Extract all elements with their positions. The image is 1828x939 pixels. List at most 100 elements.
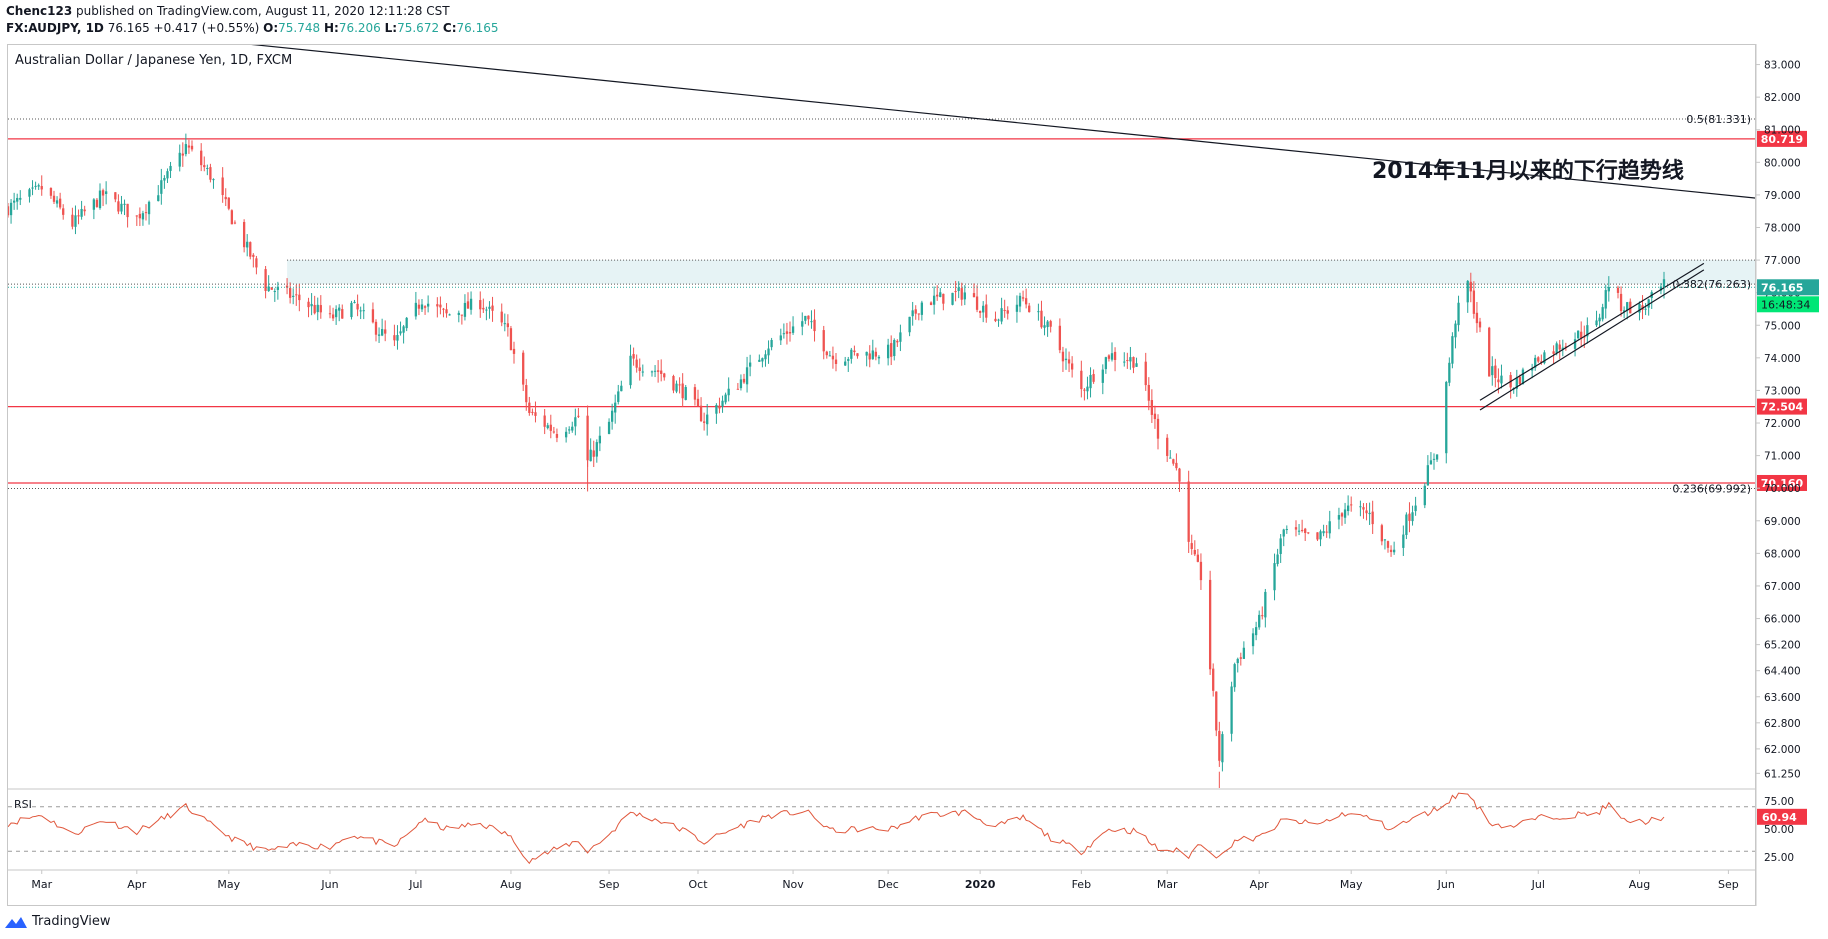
candle-body [822,330,825,352]
candle-body [460,314,464,316]
candle-body [1432,458,1436,460]
x-tick-label: Dec [877,878,898,891]
level-tag-3 [1757,130,1807,147]
candle-body [101,190,105,196]
candle-body [414,302,418,317]
candle-body [936,294,939,297]
candle-body [1457,302,1460,326]
candle-body [1215,691,1218,731]
candle-body [1662,279,1666,288]
brand-name[interactable]: TradingView [32,914,111,929]
candles [8,133,1666,788]
candle-body [917,313,920,315]
candle-body [528,402,531,413]
change-text: +0.417 (+0.55%) [153,21,260,35]
candle-body [445,309,448,314]
candle-body [1061,351,1065,362]
candle-body [1208,579,1212,670]
candle-body [1021,297,1025,299]
candle-body [19,197,22,200]
candle-body [896,340,899,343]
candle-body [350,302,353,318]
candle-body [1166,437,1169,456]
candle-body [399,331,402,334]
candle-body [1564,346,1568,348]
candle-body [810,321,813,323]
candle-body [663,373,666,378]
candle-body [310,303,313,307]
symbol-label: FX:AUDJPY, 1D [6,21,104,35]
candle-body [178,152,181,167]
candle-body [1221,734,1224,763]
x-tick-label: Jun [320,878,338,891]
resistance-zone [287,260,1757,285]
candle-body [114,192,117,200]
candle-body [71,214,74,227]
y-tick-label: 62.000 [1764,744,1801,756]
candle-body [1064,358,1068,361]
candle-body [319,305,322,313]
candle-body [696,398,700,407]
level-tag-text-4: 72.504 [1761,401,1804,414]
candle-body [1236,658,1239,664]
candle-body [1282,529,1285,537]
candle-body [865,351,868,356]
candle-body [512,348,516,354]
candle-body [589,449,592,462]
candle-body [1264,591,1267,618]
x-tick-label: Jul [408,878,422,891]
candle-body [356,303,359,310]
candle-body [1392,549,1396,553]
candle-body [1435,454,1439,460]
candle-body [1028,305,1031,313]
candle-body [242,222,246,248]
candle-body [267,286,270,292]
candle-body [1218,730,1221,761]
candle-body [157,195,160,202]
candle-body [653,370,657,372]
candle-body [522,352,525,385]
candle-body [264,269,267,291]
candle-body [328,313,332,315]
candle-body [546,425,549,429]
candle-body [1469,281,1472,292]
candle-body [1006,310,1009,314]
candle-body [985,304,988,318]
candle-body [362,310,365,312]
candle-body [951,292,954,305]
candle-body [1543,352,1546,364]
candle-body [1601,307,1604,320]
publisher-name[interactable]: Chenc123 [6,4,73,18]
candle-body [886,344,890,359]
candle-body [500,311,503,323]
candle-body [954,291,957,293]
candle-body [249,242,252,257]
candle-body [1408,513,1411,521]
candle-body [341,309,344,319]
candle-body [571,426,574,431]
candle-body [629,355,632,386]
candle-body [782,333,786,335]
open-value: 75.748 [278,21,321,35]
candle-body [635,359,638,368]
y-tick-label: 72.000 [1764,418,1801,430]
candle-body [353,301,356,303]
candle-body [1405,514,1408,535]
candle-body [1024,298,1028,305]
candle-body [147,201,151,215]
candle-body [270,287,273,290]
candle-body [1212,668,1215,691]
level-tag-text-5: 70.160 [1761,477,1804,490]
candle-body [549,424,552,431]
candle-body [9,202,13,216]
candle-body [1448,362,1451,383]
level-tag-4 [1757,398,1807,415]
candle-body [491,305,494,311]
candle-body [939,292,942,297]
candle-body [1607,287,1610,292]
candle-body [1150,400,1154,415]
candle-body [417,304,421,309]
candle-body [252,254,255,257]
candle-body [374,321,378,335]
